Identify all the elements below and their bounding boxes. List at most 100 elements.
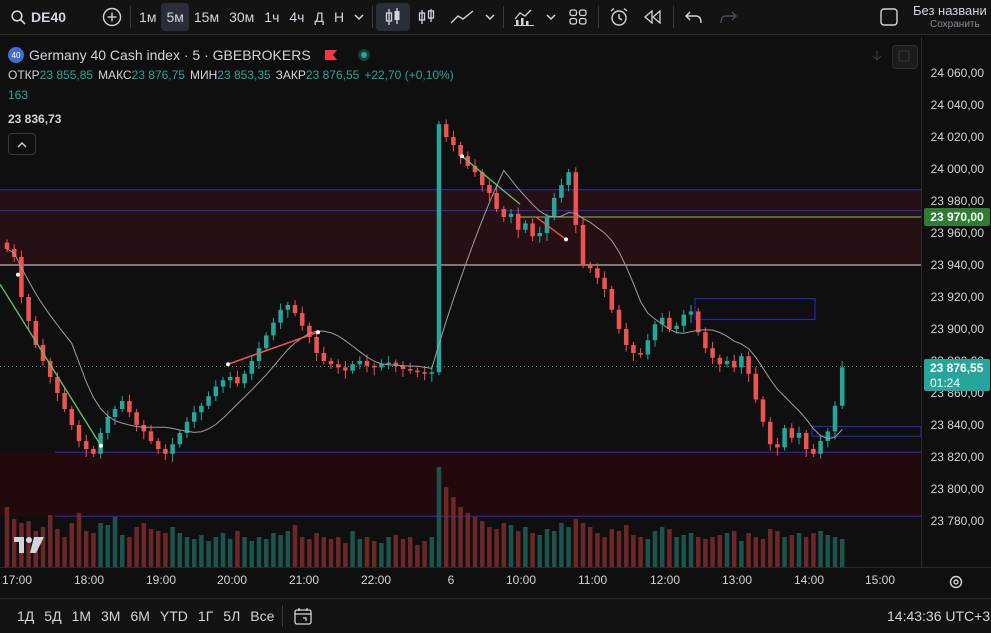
- volume-bar: [429, 537, 435, 567]
- interval-5m[interactable]: 5м: [161, 3, 189, 31]
- divider: [503, 6, 505, 28]
- open-label: ОТКР: [8, 68, 40, 82]
- volume-bar: [155, 531, 161, 567]
- candle-body: [364, 361, 370, 366]
- candles-type-button[interactable]: [376, 3, 411, 31]
- price-tick-label: 23 920,00: [930, 290, 984, 304]
- settings-gear-icon[interactable]: [948, 574, 964, 590]
- price-tick-label: 24 040,00: [930, 98, 984, 112]
- range-1y[interactable]: 1Г: [197, 608, 214, 624]
- indicators-button[interactable]: [507, 3, 541, 31]
- range-3m[interactable]: 3М: [101, 608, 121, 624]
- interval-30m[interactable]: 30м: [229, 9, 255, 25]
- interval-4h[interactable]: 4ч: [289, 9, 305, 25]
- undo-button[interactable]: [677, 3, 711, 31]
- tradingview-logo[interactable]: [12, 535, 46, 555]
- grid-icon: [569, 9, 587, 25]
- candle-body: [379, 364, 384, 368]
- interval-day[interactable]: Д: [314, 9, 324, 25]
- volume-bar: [451, 497, 456, 567]
- interval-15m[interactable]: 15м: [193, 9, 220, 25]
- intervals-dropdown[interactable]: [349, 3, 369, 31]
- layout-checkbox[interactable]: [874, 3, 904, 31]
- range-1d[interactable]: 1Д: [17, 608, 35, 624]
- interval-week[interactable]: Н: [333, 9, 345, 25]
- save-label[interactable]: Сохранить: [930, 19, 980, 30]
- interval-1m[interactable]: 1м: [139, 9, 157, 25]
- box-zone: [811, 426, 921, 437]
- moving-average-line: [6, 169, 843, 440]
- range-all[interactable]: Все: [250, 608, 275, 624]
- pane-maximize-button[interactable]: [892, 45, 918, 69]
- clock-timezone[interactable]: 14:43:36 UTC+3: [887, 608, 991, 624]
- chart-pane[interactable]: 40 Germany 40 Cash index · 5 · GBEBROKER…: [0, 37, 921, 567]
- price-chart[interactable]: [0, 37, 921, 567]
- volume-bar: [343, 543, 348, 567]
- plus-circle-icon: [102, 7, 122, 27]
- layout-name[interactable]: Без названи: [913, 3, 987, 18]
- candle-body: [69, 409, 75, 425]
- volume-bar: [551, 531, 557, 567]
- volume-bar: [595, 533, 600, 567]
- candle-body: [566, 172, 571, 185]
- volume-bar: [242, 537, 247, 567]
- volume-bar: [83, 531, 89, 567]
- candle-body: [328, 361, 334, 365]
- range-5y[interactable]: 5Л: [223, 608, 241, 624]
- volume-bar: [141, 523, 147, 567]
- volume-bar: [249, 541, 255, 567]
- time-tick-label: 21:00: [289, 573, 320, 587]
- box-zone: [694, 298, 816, 320]
- price-scale[interactable]: 24 060,00 24 040,00 24 020,00 24 000,00 23 9…: [921, 37, 991, 567]
- volume-bar: [523, 527, 528, 567]
- time-scale[interactable]: 17:00 18:00 19:00 20:00 21:00 22:00 6 10:00 11:0…: [0, 567, 991, 596]
- maximize-icon: [898, 50, 910, 62]
- chevron-down-icon: [546, 13, 556, 20]
- arrow-down-icon[interactable]: [872, 50, 882, 62]
- redo-button[interactable]: [711, 3, 745, 31]
- flag-icon[interactable]: [324, 49, 338, 61]
- interval-1h[interactable]: 1ч: [264, 9, 280, 25]
- line-type-button[interactable]: [444, 3, 480, 31]
- legend-title[interactable]: Germany 40 Cash index · 5 · GBEBROKERS: [29, 47, 311, 63]
- volume-bar: [609, 529, 615, 567]
- range-6m[interactable]: 6М: [130, 608, 150, 624]
- volume-bar: [803, 537, 809, 567]
- volume-bar: [26, 521, 31, 567]
- templates-button[interactable]: [561, 3, 595, 31]
- replay-button[interactable]: [636, 3, 670, 31]
- volume-bar: [566, 527, 571, 567]
- symbol-search-button[interactable]: DE40: [6, 3, 71, 31]
- divider: [282, 605, 284, 627]
- legend-title-row: 40 Germany 40 Cash index · 5 · GBEBROKER…: [8, 45, 454, 65]
- bars-type-button[interactable]: [410, 3, 444, 31]
- volume-bar: [659, 527, 665, 567]
- volume-bar: [371, 541, 377, 567]
- range-1m[interactable]: 1М: [71, 608, 92, 624]
- alert-button[interactable]: [602, 3, 636, 31]
- range-ytd[interactable]: YTD: [159, 608, 188, 624]
- calendar-goto-icon[interactable]: [294, 607, 314, 625]
- candle-body: [47, 361, 53, 377]
- market-status-icon[interactable]: [357, 48, 371, 62]
- volume-bar: [544, 529, 550, 567]
- price-tick-label: 23 900,00: [930, 322, 984, 336]
- range-5d[interactable]: 5Д: [44, 608, 62, 624]
- volume-bar: [350, 531, 355, 567]
- candle-body: [206, 396, 211, 406]
- collapse-legend-button[interactable]: [8, 133, 36, 155]
- chart-type-dropdown[interactable]: [480, 3, 500, 31]
- candle-body: [436, 124, 442, 373]
- volume-bar: [710, 537, 715, 567]
- rewind-icon: [644, 10, 661, 24]
- time-tick-label: 22:00: [361, 573, 392, 587]
- candle-body: [98, 433, 103, 454]
- candle-body: [33, 321, 39, 345]
- compare-add-button[interactable]: [97, 3, 127, 31]
- volume-bar: [501, 523, 507, 567]
- ohlc-row: ОТКР 23 855,85 МАКС 23 876,75 МИН 23 853,35…: [8, 65, 454, 85]
- indicators-dropdown[interactable]: [541, 3, 561, 31]
- volume-bar: [479, 521, 485, 567]
- time-tick-label: 15:00: [865, 573, 896, 587]
- volume-bar: [127, 537, 132, 567]
